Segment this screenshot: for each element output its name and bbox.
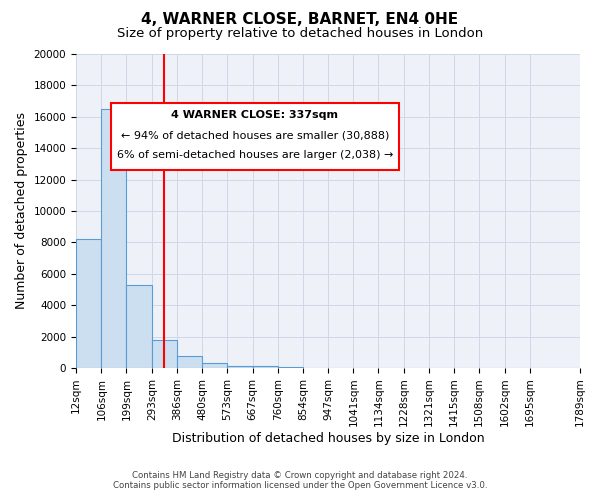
Bar <box>101 109 127 368</box>
FancyBboxPatch shape <box>112 102 398 170</box>
Bar <box>227 366 253 368</box>
Bar <box>152 340 177 368</box>
Text: 6% of semi-detached houses are larger (2,038) →: 6% of semi-detached houses are larger (2… <box>117 150 393 160</box>
Text: 4, WARNER CLOSE, BARNET, EN4 0HE: 4, WARNER CLOSE, BARNET, EN4 0HE <box>142 12 458 28</box>
Text: Contains HM Land Registry data © Crown copyright and database right 2024.
Contai: Contains HM Land Registry data © Crown c… <box>113 470 487 490</box>
Text: ← 94% of detached houses are smaller (30,888): ← 94% of detached houses are smaller (30… <box>121 130 389 140</box>
Text: 4 WARNER CLOSE: 337sqm: 4 WARNER CLOSE: 337sqm <box>172 110 338 120</box>
X-axis label: Distribution of detached houses by size in London: Distribution of detached houses by size … <box>172 432 484 445</box>
Bar <box>202 364 227 368</box>
Bar <box>278 366 303 368</box>
Bar <box>127 285 152 368</box>
Bar <box>177 356 202 368</box>
Bar <box>76 239 101 368</box>
Y-axis label: Number of detached properties: Number of detached properties <box>15 112 28 310</box>
Text: Size of property relative to detached houses in London: Size of property relative to detached ho… <box>117 28 483 40</box>
Bar <box>253 366 278 368</box>
